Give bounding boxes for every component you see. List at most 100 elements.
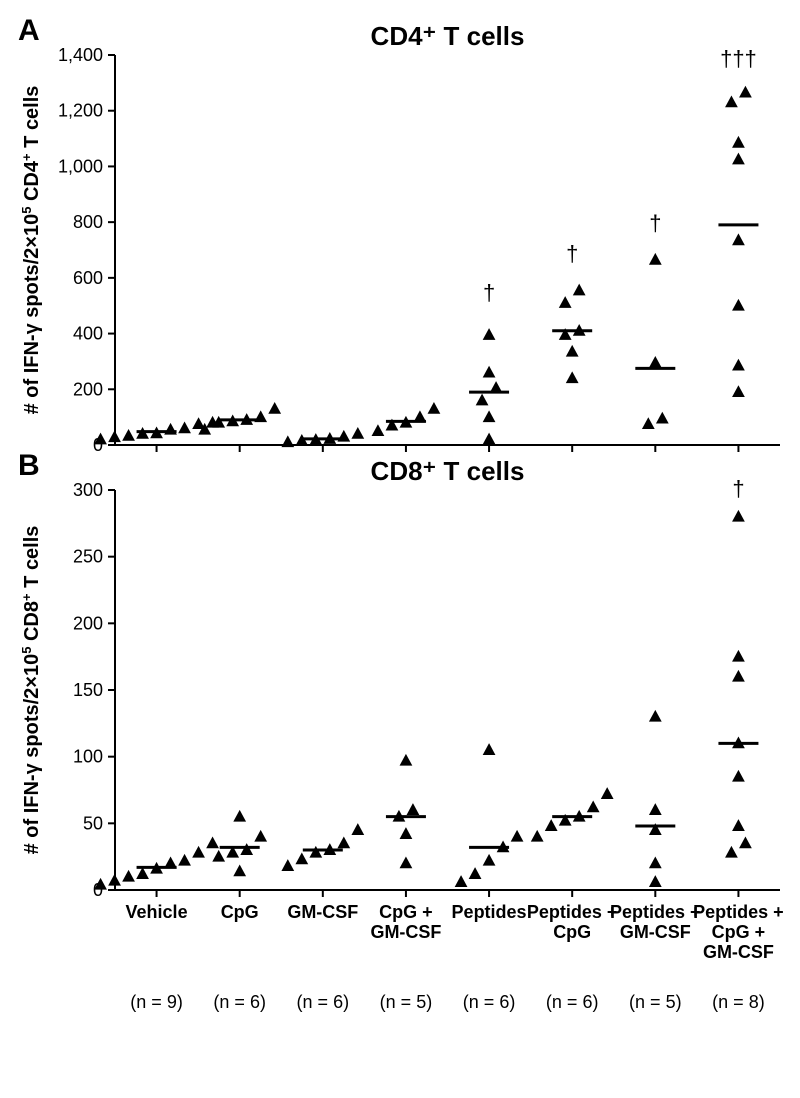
category-label: Vehicle [126,902,188,922]
data-point [732,136,745,148]
data-point [178,421,191,433]
y-axis-label: # of IFN-γ spots/2×105 CD4+ T cells [19,86,44,415]
data-point [136,867,149,879]
category-label: GM-CSF [370,922,441,942]
data-point [732,670,745,682]
data-point [531,830,544,842]
data-point [192,846,205,858]
y-tick-label: 250 [73,547,103,567]
data-point [455,875,468,887]
n-label: (n = 5) [629,992,682,1012]
y-tick-label: 800 [73,212,103,232]
panel-title: CD8⁺ T cells [371,456,525,486]
n-label: (n = 8) [712,992,765,1012]
data-point [400,754,413,766]
category-label: Peptides + [610,902,701,922]
data-point [483,410,496,422]
data-point [732,359,745,371]
data-point [351,823,364,835]
data-point [739,837,752,849]
category-label: Peptides [452,902,527,922]
data-point [309,846,322,858]
data-point [254,830,267,842]
data-point [212,850,225,862]
data-point [122,870,135,882]
data-point [268,402,281,414]
data-point [732,299,745,311]
n-label: (n = 5) [380,992,433,1012]
data-point [732,770,745,782]
data-point [649,875,662,887]
significance-mark: ††† [720,46,757,71]
y-tick-label: 150 [73,680,103,700]
data-point [372,424,385,436]
y-tick-label: 50 [83,813,103,833]
panel-title: CD4⁺ T cells [371,21,525,51]
y-axis-label: # of IFN-γ spots/2×105 CD8+ T cells [19,526,44,855]
category-label: GM-CSF [287,902,358,922]
data-point [649,857,662,869]
y-tick-label: 200 [73,613,103,633]
data-point [732,510,745,522]
data-point [601,787,614,799]
data-point [739,86,752,98]
data-point [649,710,662,722]
category-label: Peptides + [693,902,784,922]
category-label: Peptides + [527,902,618,922]
significance-mark: † [566,241,578,266]
category-label: CpG + [712,922,766,942]
data-point [732,819,745,831]
data-point [587,801,600,813]
y-tick-label: 200 [73,379,103,399]
data-point [649,356,662,368]
data-point [656,412,669,424]
category-label: CpG [553,922,591,942]
data-point [649,803,662,815]
significance-mark: † [649,211,661,236]
category-label: CpG [221,902,259,922]
data-point [240,843,253,855]
data-point [469,867,482,879]
data-point [476,394,489,406]
data-point [108,430,121,442]
data-point [400,857,413,869]
data-point [642,417,655,429]
data-point [400,827,413,839]
y-tick-label: 1,000 [58,156,103,176]
data-point [428,402,441,414]
category-label: GM-CSF [703,942,774,962]
data-point [511,830,524,842]
data-point [725,846,738,858]
significance-mark: † [732,476,744,501]
data-point [732,153,745,165]
y-tick-label: 100 [73,747,103,767]
n-label: (n = 6) [213,992,266,1012]
y-tick-label: 300 [73,480,103,500]
n-label: (n = 6) [546,992,599,1012]
data-point [732,650,745,662]
data-point [732,233,745,245]
data-point [566,345,579,357]
n-label: (n = 6) [463,992,516,1012]
data-point [281,435,294,447]
data-point [295,853,308,865]
data-point [108,874,121,886]
n-label: (n = 6) [297,992,350,1012]
data-point [483,433,496,445]
panel-label: B [18,449,40,482]
category-label: CpG + [379,902,433,922]
data-point [545,819,558,831]
data-point [483,854,496,866]
n-label: (n = 9) [130,992,183,1012]
data-point [566,371,579,383]
y-tick-label: 1,200 [58,101,103,121]
data-point [483,328,496,340]
data-point [725,96,738,108]
data-point [351,427,364,439]
data-point [122,429,135,441]
data-point [233,810,246,822]
data-point [483,366,496,378]
data-point [206,837,219,849]
data-point [281,859,294,871]
data-point [649,253,662,265]
